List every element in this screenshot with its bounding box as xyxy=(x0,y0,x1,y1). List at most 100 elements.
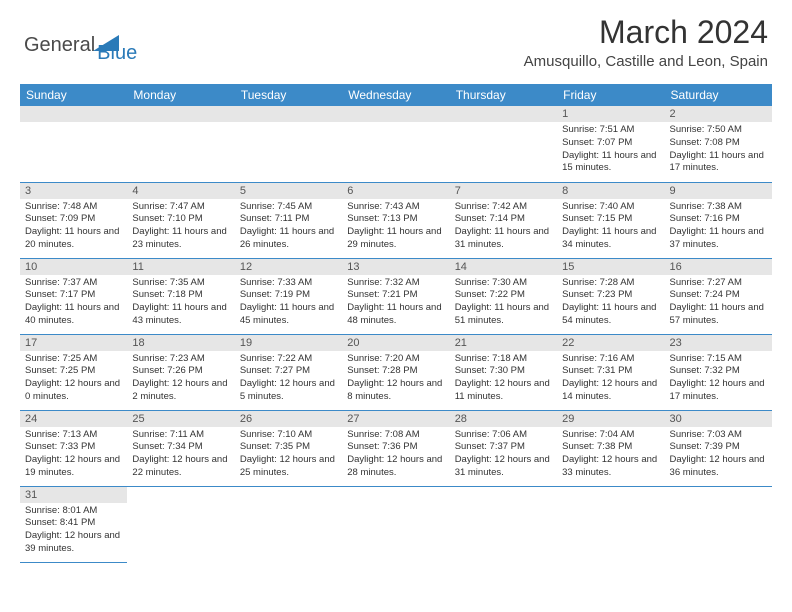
calendar-cell: 23Sunrise: 7:15 AMSunset: 7:32 PMDayligh… xyxy=(665,334,772,410)
calendar-cell: 6Sunrise: 7:43 AMSunset: 7:13 PMDaylight… xyxy=(342,182,449,258)
day-info: Sunrise: 7:20 AMSunset: 7:28 PMDaylight:… xyxy=(342,351,449,406)
calendar-cell xyxy=(342,486,449,562)
day-info: Sunrise: 7:10 AMSunset: 7:35 PMDaylight:… xyxy=(235,427,342,482)
calendar-cell: 25Sunrise: 7:11 AMSunset: 7:34 PMDayligh… xyxy=(127,410,234,486)
calendar-cell: 5Sunrise: 7:45 AMSunset: 7:11 PMDaylight… xyxy=(235,182,342,258)
calendar-cell: 19Sunrise: 7:22 AMSunset: 7:27 PMDayligh… xyxy=(235,334,342,410)
day-number: 10 xyxy=(20,259,127,275)
calendar-cell xyxy=(235,106,342,182)
calendar-cell: 12Sunrise: 7:33 AMSunset: 7:19 PMDayligh… xyxy=(235,258,342,334)
calendar-cell: 15Sunrise: 7:28 AMSunset: 7:23 PMDayligh… xyxy=(557,258,664,334)
day-number: 27 xyxy=(342,411,449,427)
calendar-cell xyxy=(665,486,772,562)
day-number-empty xyxy=(342,106,449,122)
weekday-header: Sunday xyxy=(20,84,127,106)
day-number: 17 xyxy=(20,335,127,351)
day-number: 29 xyxy=(557,411,664,427)
calendar-body: 1Sunrise: 7:51 AMSunset: 7:07 PMDaylight… xyxy=(20,106,772,562)
day-number-empty xyxy=(235,106,342,122)
calendar-cell: 16Sunrise: 7:27 AMSunset: 7:24 PMDayligh… xyxy=(665,258,772,334)
calendar-cell: 8Sunrise: 7:40 AMSunset: 7:15 PMDaylight… xyxy=(557,182,664,258)
day-number: 1 xyxy=(557,106,664,122)
day-number: 6 xyxy=(342,183,449,199)
calendar-row: 31Sunrise: 8:01 AMSunset: 8:41 PMDayligh… xyxy=(20,486,772,562)
day-number: 28 xyxy=(450,411,557,427)
day-info: Sunrise: 7:08 AMSunset: 7:36 PMDaylight:… xyxy=(342,427,449,482)
day-info: Sunrise: 7:33 AMSunset: 7:19 PMDaylight:… xyxy=(235,275,342,330)
calendar-cell: 29Sunrise: 7:04 AMSunset: 7:38 PMDayligh… xyxy=(557,410,664,486)
day-info: Sunrise: 8:01 AMSunset: 8:41 PMDaylight:… xyxy=(20,503,127,558)
day-number: 23 xyxy=(665,335,772,351)
weekday-header-row: Sunday Monday Tuesday Wednesday Thursday… xyxy=(20,84,772,106)
day-info: Sunrise: 7:47 AMSunset: 7:10 PMDaylight:… xyxy=(127,199,234,254)
calendar-cell: 17Sunrise: 7:25 AMSunset: 7:25 PMDayligh… xyxy=(20,334,127,410)
day-info: Sunrise: 7:27 AMSunset: 7:24 PMDaylight:… xyxy=(665,275,772,330)
day-info: Sunrise: 7:06 AMSunset: 7:37 PMDaylight:… xyxy=(450,427,557,482)
day-info: Sunrise: 7:28 AMSunset: 7:23 PMDaylight:… xyxy=(557,275,664,330)
day-number: 9 xyxy=(665,183,772,199)
calendar-cell: 11Sunrise: 7:35 AMSunset: 7:18 PMDayligh… xyxy=(127,258,234,334)
day-info: Sunrise: 7:40 AMSunset: 7:15 PMDaylight:… xyxy=(557,199,664,254)
day-number: 3 xyxy=(20,183,127,199)
day-number: 2 xyxy=(665,106,772,122)
day-number: 26 xyxy=(235,411,342,427)
calendar-cell xyxy=(20,106,127,182)
weekday-header: Tuesday xyxy=(235,84,342,106)
logo-text-blue: Blue xyxy=(97,42,137,65)
day-number: 22 xyxy=(557,335,664,351)
day-number: 8 xyxy=(557,183,664,199)
day-number: 19 xyxy=(235,335,342,351)
calendar-cell: 10Sunrise: 7:37 AMSunset: 7:17 PMDayligh… xyxy=(20,258,127,334)
day-number: 20 xyxy=(342,335,449,351)
header: General Blue March 2024 Amusquillo, Cast… xyxy=(0,0,792,78)
calendar-cell xyxy=(127,106,234,182)
calendar-row: 10Sunrise: 7:37 AMSunset: 7:17 PMDayligh… xyxy=(20,258,772,334)
day-info: Sunrise: 7:03 AMSunset: 7:39 PMDaylight:… xyxy=(665,427,772,482)
day-number: 11 xyxy=(127,259,234,275)
day-info: Sunrise: 7:45 AMSunset: 7:11 PMDaylight:… xyxy=(235,199,342,254)
day-info: Sunrise: 7:04 AMSunset: 7:38 PMDaylight:… xyxy=(557,427,664,482)
calendar-cell: 27Sunrise: 7:08 AMSunset: 7:36 PMDayligh… xyxy=(342,410,449,486)
location-subtitle: Amusquillo, Castille and Leon, Spain xyxy=(524,53,768,70)
calendar-cell: 28Sunrise: 7:06 AMSunset: 7:37 PMDayligh… xyxy=(450,410,557,486)
calendar-row: 1Sunrise: 7:51 AMSunset: 7:07 PMDaylight… xyxy=(20,106,772,182)
day-info: Sunrise: 7:50 AMSunset: 7:08 PMDaylight:… xyxy=(665,122,772,177)
calendar-cell: 31Sunrise: 8:01 AMSunset: 8:41 PMDayligh… xyxy=(20,486,127,562)
calendar-cell xyxy=(127,486,234,562)
calendar-cell: 1Sunrise: 7:51 AMSunset: 7:07 PMDaylight… xyxy=(557,106,664,182)
day-info: Sunrise: 7:38 AMSunset: 7:16 PMDaylight:… xyxy=(665,199,772,254)
day-number: 31 xyxy=(20,487,127,503)
day-info: Sunrise: 7:35 AMSunset: 7:18 PMDaylight:… xyxy=(127,275,234,330)
calendar-row: 24Sunrise: 7:13 AMSunset: 7:33 PMDayligh… xyxy=(20,410,772,486)
day-number: 24 xyxy=(20,411,127,427)
calendar-cell: 26Sunrise: 7:10 AMSunset: 7:35 PMDayligh… xyxy=(235,410,342,486)
calendar-row: 3Sunrise: 7:48 AMSunset: 7:09 PMDaylight… xyxy=(20,182,772,258)
weekday-header: Wednesday xyxy=(342,84,449,106)
calendar-cell: 22Sunrise: 7:16 AMSunset: 7:31 PMDayligh… xyxy=(557,334,664,410)
calendar-cell: 2Sunrise: 7:50 AMSunset: 7:08 PMDaylight… xyxy=(665,106,772,182)
day-info: Sunrise: 7:23 AMSunset: 7:26 PMDaylight:… xyxy=(127,351,234,406)
day-number: 12 xyxy=(235,259,342,275)
day-info: Sunrise: 7:32 AMSunset: 7:21 PMDaylight:… xyxy=(342,275,449,330)
calendar-cell xyxy=(450,486,557,562)
logo-text-general: General xyxy=(24,34,95,57)
calendar-cell: 30Sunrise: 7:03 AMSunset: 7:39 PMDayligh… xyxy=(665,410,772,486)
day-info: Sunrise: 7:16 AMSunset: 7:31 PMDaylight:… xyxy=(557,351,664,406)
day-info: Sunrise: 7:18 AMSunset: 7:30 PMDaylight:… xyxy=(450,351,557,406)
day-info: Sunrise: 7:30 AMSunset: 7:22 PMDaylight:… xyxy=(450,275,557,330)
weekday-header: Thursday xyxy=(450,84,557,106)
day-number: 13 xyxy=(342,259,449,275)
day-number-empty xyxy=(20,106,127,122)
calendar-table: Sunday Monday Tuesday Wednesday Thursday… xyxy=(20,84,772,563)
weekday-header: Monday xyxy=(127,84,234,106)
day-info: Sunrise: 7:37 AMSunset: 7:17 PMDaylight:… xyxy=(20,275,127,330)
calendar-cell: 18Sunrise: 7:23 AMSunset: 7:26 PMDayligh… xyxy=(127,334,234,410)
logo: General Blue xyxy=(24,26,137,65)
day-number: 15 xyxy=(557,259,664,275)
calendar-cell: 21Sunrise: 7:18 AMSunset: 7:30 PMDayligh… xyxy=(450,334,557,410)
day-info: Sunrise: 7:51 AMSunset: 7:07 PMDaylight:… xyxy=(557,122,664,177)
calendar-cell: 24Sunrise: 7:13 AMSunset: 7:33 PMDayligh… xyxy=(20,410,127,486)
weekday-header: Friday xyxy=(557,84,664,106)
day-number: 21 xyxy=(450,335,557,351)
calendar-cell xyxy=(557,486,664,562)
